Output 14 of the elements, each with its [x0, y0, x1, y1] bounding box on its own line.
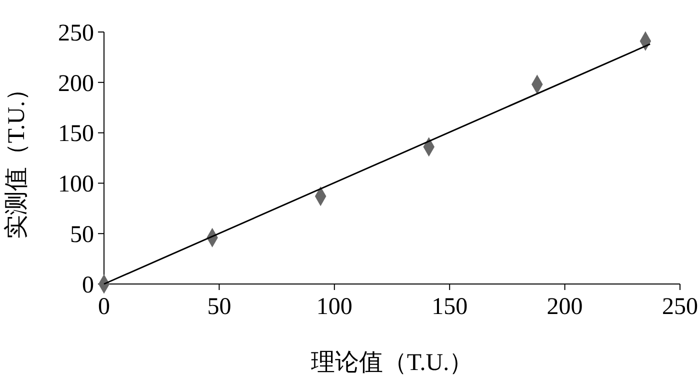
x-tick-label: 50 [207, 294, 232, 320]
y-tick-label: 50 [70, 222, 94, 248]
x-axis-title: 理论值（T.U.） [310, 350, 474, 376]
x-tick-label: 200 [546, 294, 583, 320]
y-tick-label: 0 [82, 272, 94, 298]
y-tick-label: 100 [58, 172, 94, 198]
y-tick-label: 250 [58, 20, 94, 46]
y-axis-title: 实测值（T.U.） [3, 76, 30, 240]
x-tick-label: 150 [432, 294, 468, 320]
y-tick-label: 200 [58, 70, 94, 97]
x-tick-label: 250 [662, 294, 698, 320]
x-tick-label: 0 [98, 294, 110, 320]
y-tick-label: 150 [58, 121, 94, 148]
x-tick-label: 100 [316, 294, 352, 320]
